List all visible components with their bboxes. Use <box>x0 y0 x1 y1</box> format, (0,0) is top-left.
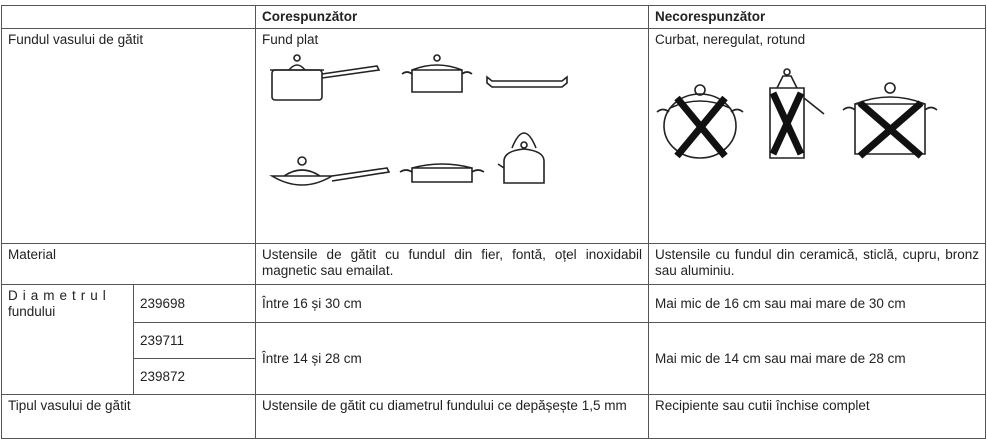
row: 239872 <box>2 358 986 395</box>
row: Material Ustensile de gătit cu fundul di… <box>1 243 986 285</box>
cell: Fund plat <box>255 28 649 244</box>
header-cell: Necorespunzător <box>648 5 986 29</box>
row: Tipul vasului de gătit Ustensile de găti… <box>1 394 986 439</box>
unsuitable-cookware-icons <box>656 68 938 159</box>
model-cell: 239698 <box>133 284 256 323</box>
row-label-text: fundului <box>8 304 56 319</box>
cell: Ustensile de gătit cu diametrul fundului… <box>255 394 649 439</box>
cell: Ustensile cu fundul din ceramică, sticlă… <box>648 243 986 285</box>
row-label: Fundul vasului de gătit <box>1 28 256 244</box>
cell: Ustensile de gătit cu fundul din fier, f… <box>255 243 649 285</box>
cell: Mai mic de 14 cm sau mai mare de 28 cm <box>648 322 986 395</box>
row: Diametrul fundului 239698 Între 16 și 30 … <box>1 284 986 395</box>
row-label: Diametrul fundului <box>1 284 134 395</box>
compatibility-table: Corespunzător Necorespunzător Fundul vas… <box>1 5 986 439</box>
row: Fundul vasului de gătit Fund plat Curbat… <box>1 28 986 244</box>
cell-text: Fund plat <box>262 32 319 47</box>
cell: Mai mic de 16 cm sau mai mare de 30 cm <box>648 284 986 323</box>
model-cell: 239711 <box>133 322 256 359</box>
row-label: Material <box>1 243 256 285</box>
cell: Curbat, neregulat, rotund <box>648 28 986 244</box>
row: 239711 Între 14 și 28 cm Mai mic de 14 c… <box>2 322 986 395</box>
header-row: Corespunzător Necorespunzător <box>1 5 986 29</box>
suitable-cookware-icons <box>269 54 568 186</box>
cell-text: Curbat, neregulat, rotund <box>655 32 806 47</box>
cell: Între 16 și 30 cm <box>255 284 649 323</box>
header-cell: Corespunzător <box>255 5 649 29</box>
row-label: Tipul vasului de gătit <box>1 394 256 439</box>
cell: Recipiente sau cutii închise complet <box>648 394 986 439</box>
cell: Între 14 și 28 cm <box>255 322 649 395</box>
model-cell: 239872 <box>133 358 256 395</box>
header-cell <box>1 5 256 29</box>
row-label-text: Diametrul <box>8 288 111 303</box>
